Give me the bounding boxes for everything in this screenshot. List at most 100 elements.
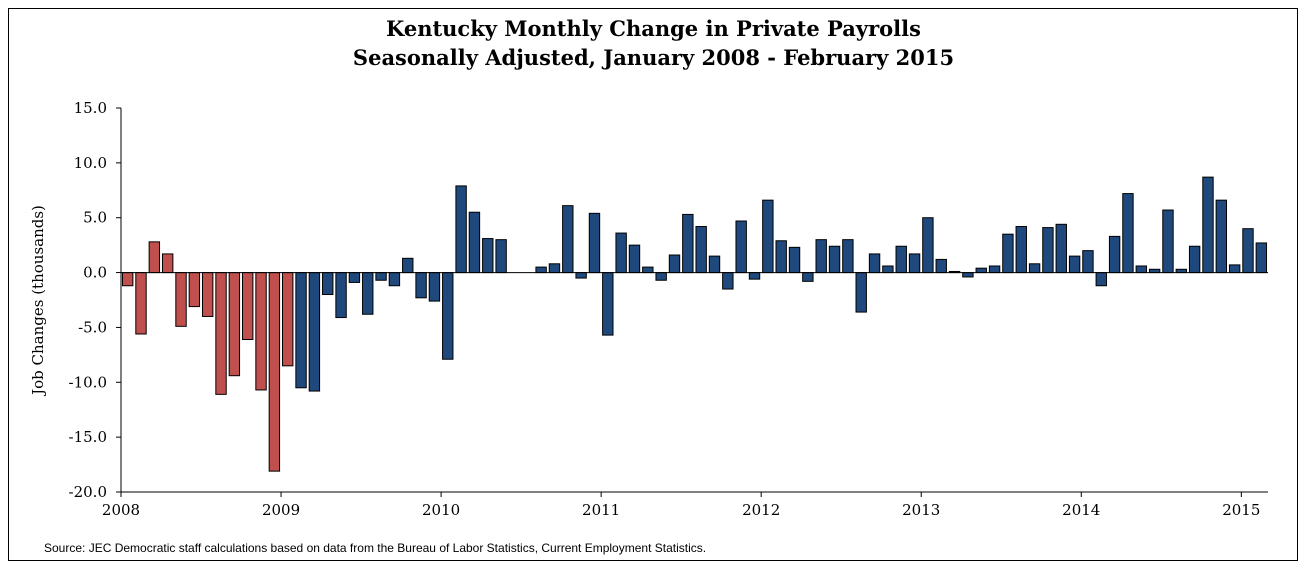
bar <box>642 266 654 274</box>
x-tick-label: 2015 <box>1222 501 1260 519</box>
bar <box>1228 264 1241 274</box>
bar <box>188 272 201 308</box>
source-note: Source: JEC Democratic staff calculation… <box>44 541 707 555</box>
y-tick-label: -15.0 <box>69 428 107 446</box>
chart-title-block: Kentucky Monthly Change in Private Payro… <box>0 14 1307 72</box>
bar <box>1162 209 1174 274</box>
bar <box>228 272 241 377</box>
y-tick-label: 15.0 <box>74 99 107 117</box>
bar <box>295 272 307 389</box>
bar <box>1108 235 1121 274</box>
bar <box>1068 255 1081 274</box>
bar <box>775 240 787 274</box>
bar <box>148 241 161 274</box>
chart-subtitle: Seasonally Adjusted, January 2008 - Febr… <box>352 45 955 70</box>
bar <box>735 220 747 274</box>
bar <box>388 272 401 287</box>
bar <box>161 253 174 274</box>
bar <box>1242 228 1254 274</box>
bar <box>1015 225 1027 274</box>
bar <box>882 265 894 274</box>
bar <box>695 225 707 274</box>
bar <box>748 272 761 280</box>
bar <box>468 211 481 274</box>
bar <box>922 217 934 274</box>
bar <box>362 272 374 315</box>
x-tick-label: 2014 <box>1062 501 1100 519</box>
bar <box>215 272 227 395</box>
bar <box>175 272 187 327</box>
bar <box>268 272 281 472</box>
bar <box>602 272 614 336</box>
x-tick-label: 2012 <box>742 501 780 519</box>
bar <box>1095 272 1107 287</box>
bar <box>402 257 414 274</box>
bar <box>255 272 267 391</box>
x-tick-label: 2011 <box>582 501 620 519</box>
bar <box>1202 176 1214 274</box>
bar <box>1055 223 1067 274</box>
bar <box>1255 242 1268 274</box>
x-tick-label: 2010 <box>422 501 460 519</box>
bar <box>908 253 921 274</box>
bar <box>575 272 587 279</box>
bar <box>802 272 814 282</box>
y-tick-label: -5.0 <box>78 318 107 336</box>
x-tick-label: 2008 <box>102 501 140 519</box>
bar <box>588 212 601 274</box>
y-tick-label: 5.0 <box>83 209 107 227</box>
bar <box>988 265 1001 274</box>
bar <box>442 272 454 360</box>
y-axis-label: Job Changes (thousands) <box>29 205 47 397</box>
bar <box>535 266 547 274</box>
bar <box>708 255 721 274</box>
bar <box>322 272 334 296</box>
y-tick-label: -10.0 <box>69 373 107 391</box>
bar <box>788 246 801 274</box>
bar <box>655 272 667 281</box>
bar <box>415 272 427 299</box>
bar <box>815 239 827 274</box>
bar <box>1042 227 1054 274</box>
bar <box>455 185 467 274</box>
y-tick-label: 10.0 <box>74 154 107 172</box>
bar <box>975 267 987 274</box>
bar <box>548 263 561 274</box>
x-tick-label: 2009 <box>262 501 300 519</box>
bar <box>855 272 867 313</box>
bar <box>482 238 494 274</box>
chart-title: Kentucky Monthly Change in Private Payro… <box>386 16 921 41</box>
bar <box>1122 193 1134 274</box>
bar <box>1215 199 1228 274</box>
bar <box>842 239 854 274</box>
bar <box>1028 263 1041 274</box>
bar <box>335 272 347 319</box>
bar <box>868 253 881 274</box>
bar <box>282 272 294 367</box>
bar <box>1188 245 1201 274</box>
bar <box>935 258 947 274</box>
bar <box>962 272 974 278</box>
bar <box>1135 265 1147 274</box>
bar <box>242 272 254 341</box>
x-tick-label: 2013 <box>902 501 940 519</box>
bar <box>121 272 134 287</box>
bar <box>828 245 841 274</box>
bar <box>201 272 214 317</box>
bar <box>428 272 441 302</box>
bar <box>668 254 681 274</box>
bar <box>762 199 774 274</box>
bar <box>135 272 147 335</box>
y-tick-label: -20.0 <box>69 483 107 501</box>
bar <box>722 272 734 290</box>
y-tick-label: 0.0 <box>83 264 107 282</box>
bar <box>895 245 907 274</box>
bar <box>615 232 627 274</box>
bar <box>375 272 387 281</box>
bar <box>628 244 641 274</box>
bar <box>348 272 361 283</box>
bar <box>308 272 321 392</box>
bar <box>1082 250 1094 274</box>
bar <box>495 239 507 274</box>
